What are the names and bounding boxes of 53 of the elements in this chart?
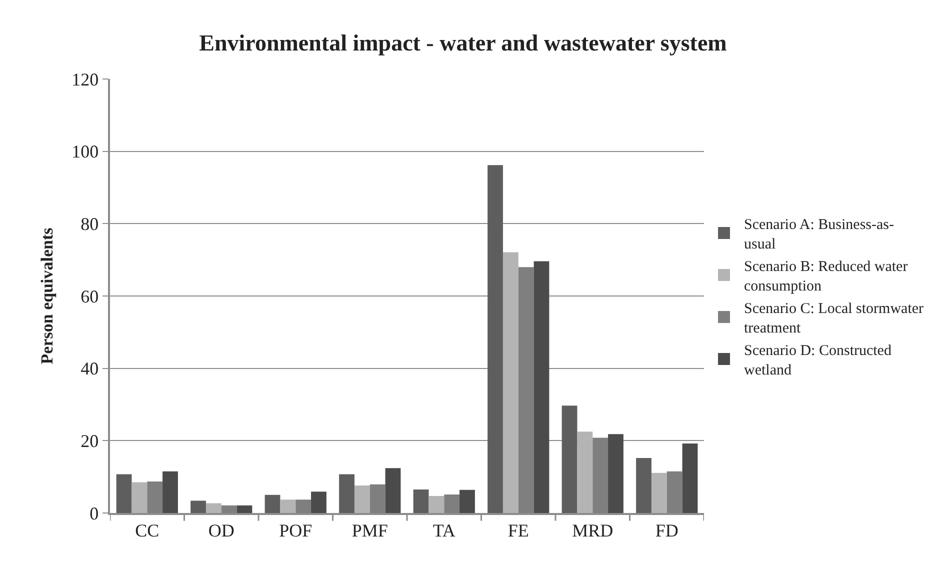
bar <box>608 434 624 513</box>
bar <box>370 484 386 513</box>
bar <box>162 471 178 513</box>
x-tick-label: TA <box>432 520 456 540</box>
bar <box>206 503 222 513</box>
x-tick-label: PMF <box>352 520 388 540</box>
bar <box>339 474 354 513</box>
bar <box>666 471 682 513</box>
bar <box>651 472 667 513</box>
x-tick-label: FE <box>508 520 529 540</box>
x-tick-label: FD <box>655 520 678 540</box>
bar <box>562 406 578 513</box>
legend-label: Scenario D: Constructed wetland <box>744 343 892 379</box>
bar <box>534 261 550 513</box>
legend-label: Scenario A: Business-as-usual <box>744 217 894 253</box>
bar <box>502 252 518 513</box>
bar <box>488 165 503 513</box>
y-tick-label: 40 <box>80 358 99 379</box>
y-tick-label: 0 <box>90 503 99 524</box>
bar <box>460 490 475 513</box>
bar <box>444 494 460 513</box>
bar <box>354 486 370 513</box>
y-tick-label: 100 <box>72 142 99 162</box>
bar <box>190 500 206 513</box>
bar <box>413 489 429 513</box>
bar <box>236 505 252 513</box>
y-tick-label: 20 <box>80 430 99 451</box>
bar <box>280 500 296 513</box>
bar <box>221 505 237 513</box>
x-tick-label: CC <box>135 520 160 540</box>
chart-title: Environmental impact - water and wastewater system <box>199 30 727 56</box>
bar <box>311 492 326 513</box>
bar <box>132 482 148 513</box>
bar <box>147 482 163 513</box>
legend-label: Scenario C: Local stormwater treatment <box>744 301 924 337</box>
bar <box>428 496 444 513</box>
x-tick-label: OD <box>208 520 234 540</box>
bar <box>682 444 698 513</box>
bar <box>116 474 132 513</box>
bar <box>264 494 280 513</box>
bar <box>296 500 312 513</box>
x-tick-label: POF <box>279 520 312 540</box>
y-tick-label: 60 <box>80 286 99 306</box>
y-tick-label: 120 <box>72 69 99 90</box>
bar <box>592 438 608 513</box>
y-axis-title: Person equivalents <box>38 227 57 364</box>
bar <box>577 432 593 513</box>
bar <box>518 267 534 513</box>
x-tick-label: MRD <box>572 520 614 540</box>
bar <box>636 458 652 513</box>
legend-label: Scenario B: Reduced water consumption <box>744 259 908 295</box>
y-tick-label: 80 <box>80 214 99 234</box>
bar <box>385 468 401 513</box>
